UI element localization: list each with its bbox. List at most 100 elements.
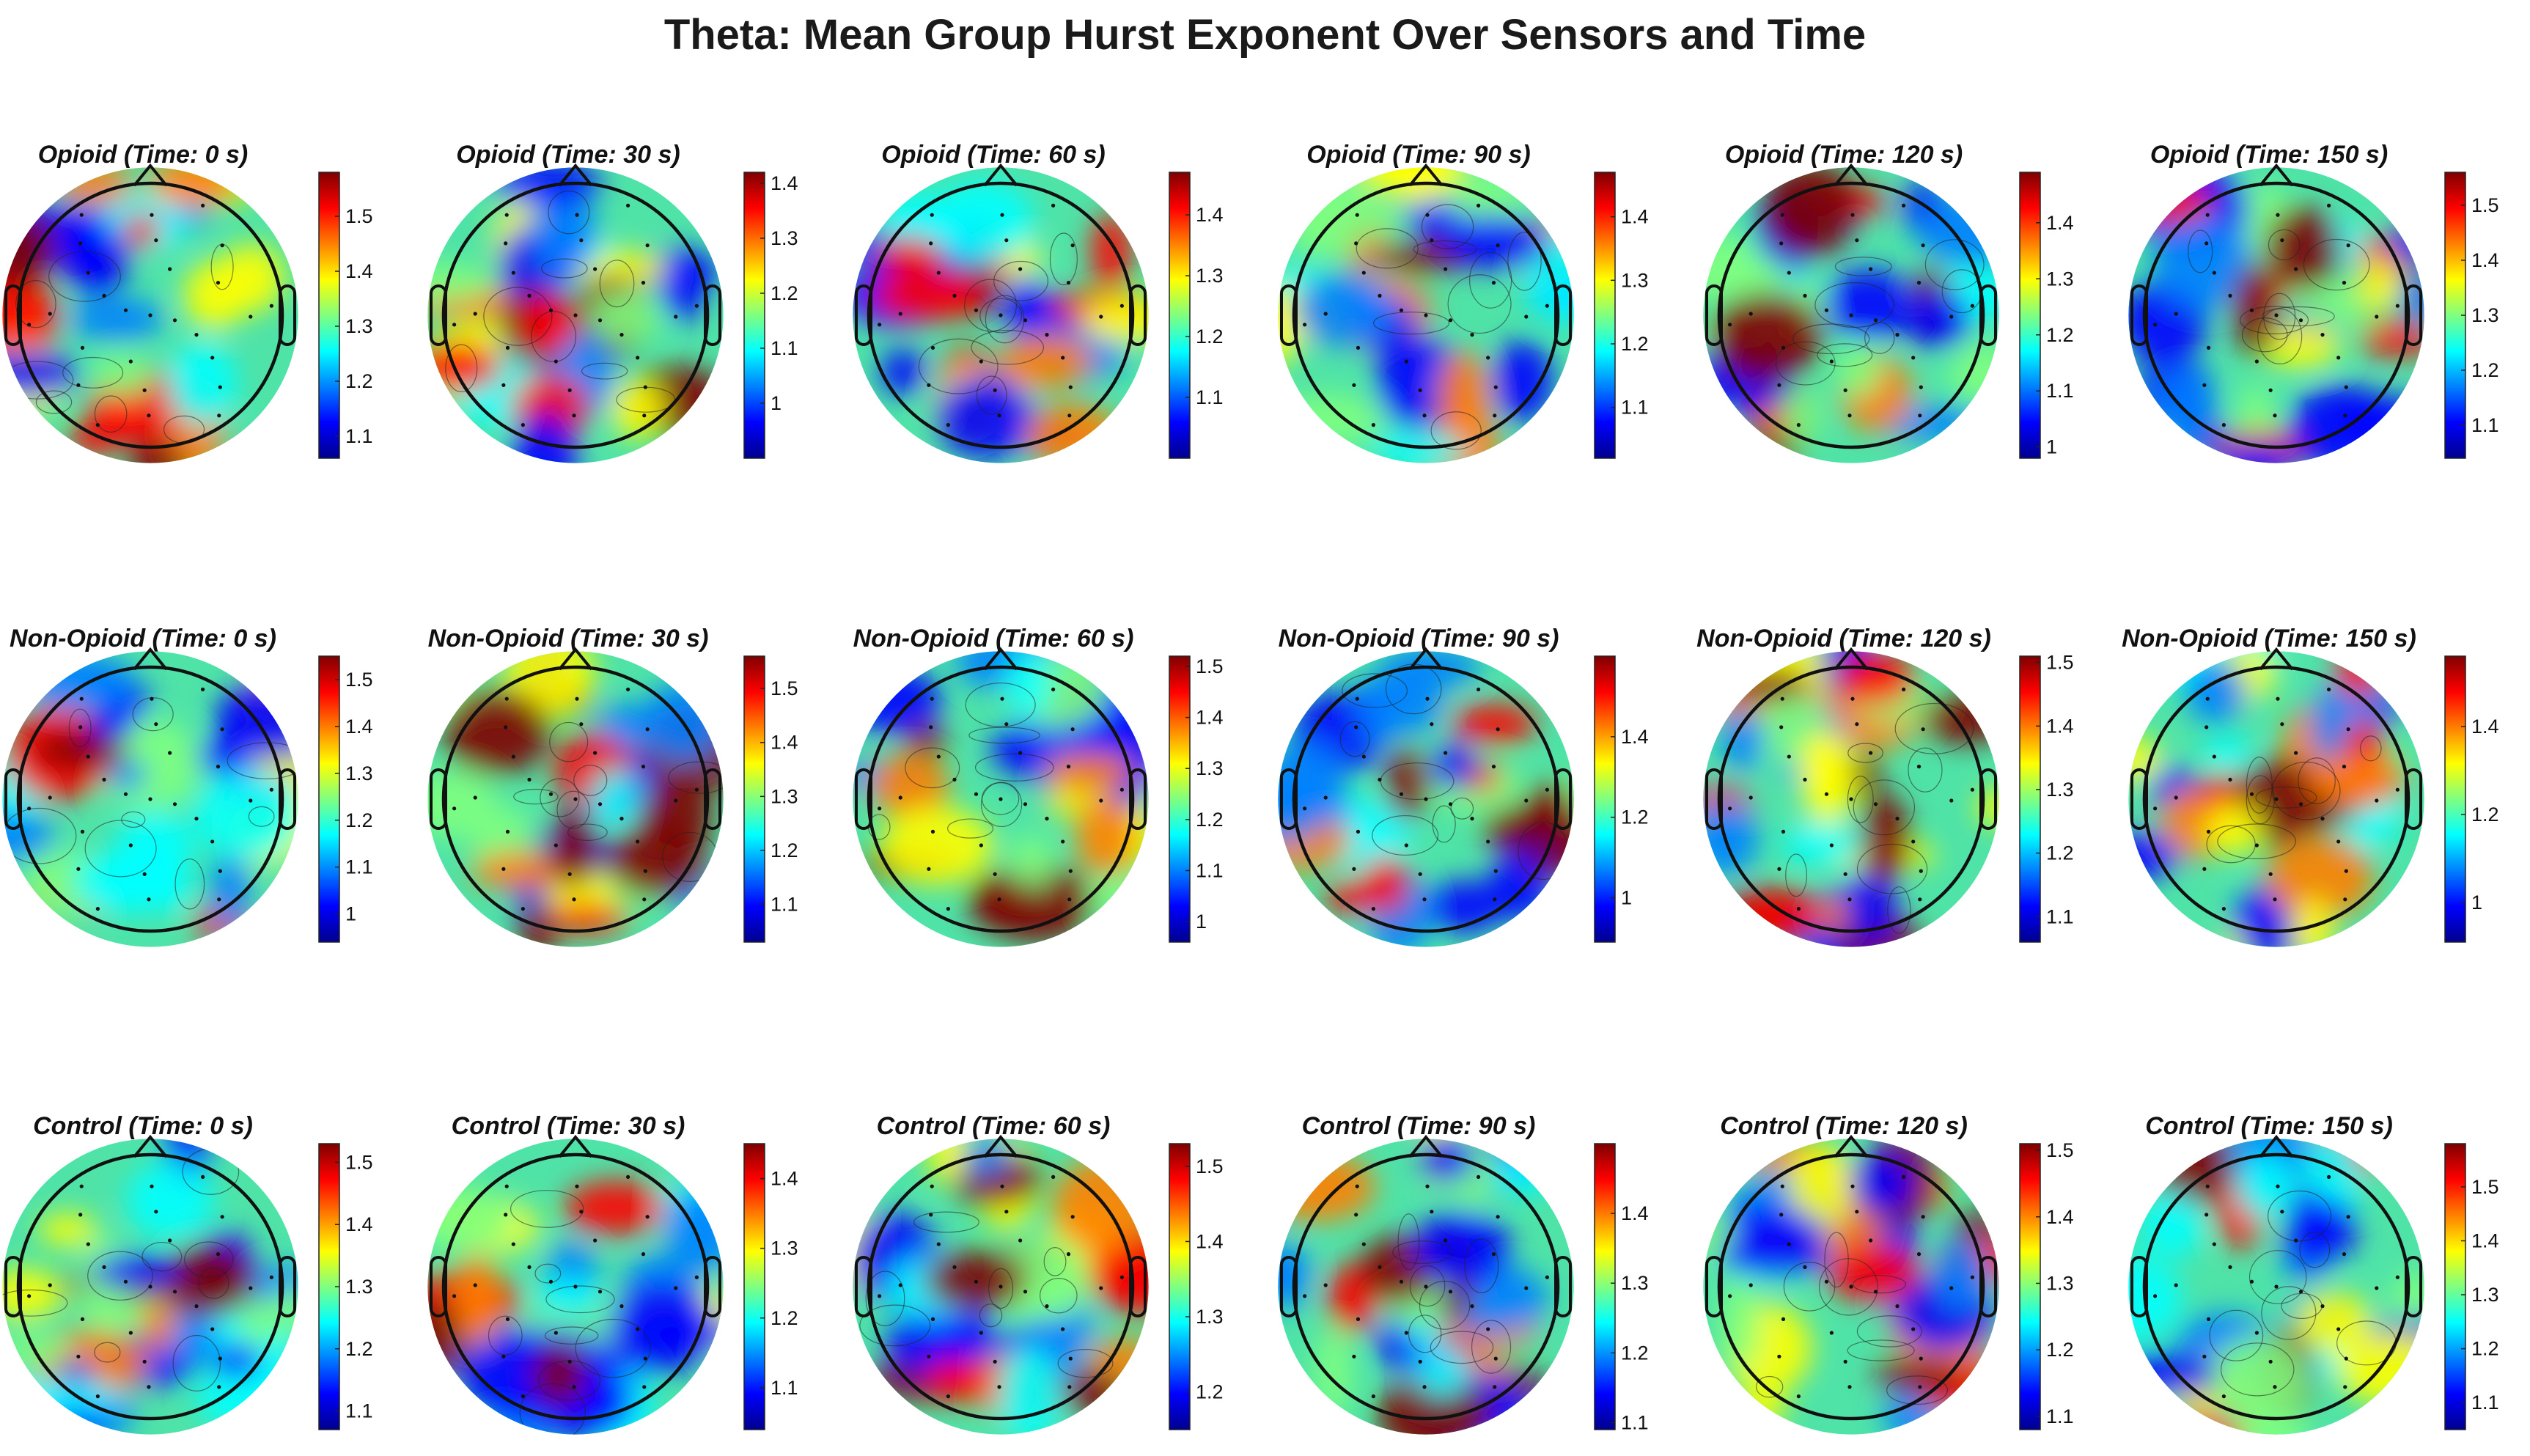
- colorbar-tick-label: 1.3: [345, 762, 373, 784]
- electrode-markers: [452, 1174, 699, 1399]
- panel-title: Non-Opioid (Time: 0 s): [10, 625, 276, 652]
- colorbar: 1.1 1.2 1.3 1.4: [1594, 172, 1649, 459]
- colorbar-tick-label: 1.3: [771, 227, 798, 249]
- colorbar-tick-label: 1.4: [2471, 716, 2499, 738]
- topomap-panel-1-0: Non-Opioid (Time: 0 s) 1 1.1 1.2 1.3 1.4 1.5: [2, 625, 373, 947]
- colorbar-tick-label: 1.5: [1196, 1155, 1224, 1177]
- colorbar: 1.2 1.3 1.4 1.5: [1169, 1143, 1224, 1430]
- panel-title: Opioid (Time: 60 s): [881, 141, 1105, 169]
- colorbar-tick-label: 1.5: [2046, 652, 2074, 674]
- colorbar-tick-label: 1.1: [2046, 905, 2074, 927]
- colorbar: 1 1.1 1.2 1.3 1.4: [2019, 172, 2074, 459]
- colorbar-tick-label: 1.3: [2471, 1284, 2499, 1306]
- colorbar-tick-label: 1: [1621, 887, 1632, 909]
- topomap-panel-2-2: Control (Time: 60 s) 1.2 1.3 1.4 1.5: [853, 1112, 1224, 1435]
- colorbar: 1.1 1.2 1.3 1.4 1.5: [2444, 172, 2499, 459]
- head-outline: [1705, 1134, 1997, 1421]
- head-outline: [4, 1134, 296, 1421]
- panel-title: Control (Time: 0 s): [33, 1112, 253, 1140]
- electrode-markers: [878, 203, 1124, 427]
- colorbar-tick-label: 1.2: [345, 370, 373, 392]
- topomap-panel-0-0: Opioid (Time: 0 s) 1.1 1.2 1.3 1.4 1.5: [2, 141, 373, 463]
- topomap-surface: [427, 651, 724, 947]
- electrode-markers: [452, 687, 699, 911]
- panel-title: Non-Opioid (Time: 90 s): [1279, 625, 1559, 652]
- colorbar-tick-label: 1.4: [1196, 204, 1224, 226]
- colorbar-tick-label: 1: [2046, 436, 2057, 458]
- colorbar: 1 1.1 1.2 1.3 1.4: [743, 172, 798, 459]
- colorbar-tick-label: 1.2: [1196, 809, 1224, 831]
- head-outline: [855, 163, 1147, 449]
- colorbar-tick-label: 1.4: [2046, 715, 2074, 737]
- colorbar-tick-label: 1: [345, 903, 356, 925]
- colorbar-tick-label: 1.2: [2046, 1339, 2074, 1361]
- colorbar: 1.1 1.2 1.3 1.4: [743, 1143, 798, 1430]
- colorbar-tick-label: 1.3: [2046, 1272, 2074, 1294]
- colorbar-tick-label: 1.4: [345, 260, 373, 282]
- topomap-surface: [2128, 1139, 2424, 1435]
- colorbar-tick-label: 1.4: [771, 1168, 798, 1190]
- electrode-markers: [27, 1174, 273, 1399]
- panel-title: Non-Opioid (Time: 60 s): [853, 625, 1134, 652]
- topomap-surface: [2, 651, 298, 947]
- electrode-markers: [2153, 1174, 2400, 1399]
- topomap-panel-0-1: Opioid (Time: 30 s) 1 1.1 1.2 1.3 1.4: [427, 141, 798, 463]
- topomap-panel-1-3: Non-Opioid (Time: 90 s) 1 1.2 1.4: [1278, 625, 1649, 947]
- panel-title: Opioid (Time: 30 s): [456, 141, 680, 169]
- electrode-markers: [1303, 687, 1549, 911]
- colorbar: 1.1 1.2 1.3 1.4 1.5: [318, 172, 373, 459]
- colorbar-tick-label: 1.4: [771, 732, 798, 754]
- colorbar: 1.1 1.2 1.3 1.4: [1594, 1143, 1649, 1433]
- panel-title: Control (Time: 30 s): [452, 1112, 685, 1140]
- colorbar-tick-label: 1.2: [1621, 333, 1649, 355]
- colorbar-tick-label: 1.1: [2046, 1405, 2074, 1427]
- colorbar-tick-label: 1.4: [771, 172, 798, 194]
- electrode-markers: [452, 203, 699, 427]
- panel-title: Control (Time: 60 s): [877, 1112, 1111, 1140]
- colorbar-tick-label: 1.4: [2046, 212, 2074, 234]
- topomap-surface: [1278, 1139, 1574, 1435]
- colorbar-tick-label: 1.1: [2471, 414, 2499, 436]
- colorbar-tick-label: 1.1: [345, 425, 373, 447]
- topomap-surface: [2, 167, 298, 463]
- electrode-markers: [2153, 203, 2400, 427]
- colorbar-tick-label: 1.3: [1621, 269, 1649, 291]
- colorbar-tick-label: 1.4: [2046, 1206, 2074, 1228]
- electrode-markers: [878, 687, 1124, 911]
- head-outline: [2130, 1134, 2422, 1421]
- panel-title: Non-Opioid (Time: 120 s): [1696, 625, 1991, 652]
- topomap-surface: [427, 167, 724, 463]
- colorbar-tick-label: 1.5: [345, 205, 373, 227]
- colorbar-tick-label: 1.4: [345, 716, 373, 738]
- colorbar: 1 1.1 1.2 1.3 1.4 1.5: [1169, 655, 1224, 943]
- topomap-panel-2-5: Control (Time: 150 s) 1.1 1.2 1.3 1.4 1.5: [2128, 1112, 2499, 1435]
- electrode-markers: [1728, 1174, 1974, 1399]
- topomap-surface: [853, 167, 1149, 463]
- colorbar: 1 1.2 1.4: [1594, 655, 1649, 943]
- colorbar: 1.1 1.2 1.3 1.4 1.5: [318, 1143, 373, 1430]
- colorbar-tick-label: 1.3: [771, 785, 798, 807]
- head-outline: [2130, 163, 2422, 449]
- electrode-markers: [27, 687, 273, 911]
- topomap-panel-2-0: Control (Time: 0 s) 1.1 1.2 1.3 1.4 1.5: [2, 1112, 373, 1435]
- topomap-panel-1-5: Non-Opioid (Time: 150 s) 1 1.2 1.4: [2122, 625, 2499, 947]
- head-outline: [2130, 647, 2422, 933]
- colorbar-tick-label: 1.2: [771, 839, 798, 861]
- colorbar-tick-label: 1.4: [345, 1213, 373, 1235]
- colorbar-tick-label: 1.1: [345, 856, 373, 878]
- colorbar-tick-label: 1: [2471, 891, 2482, 913]
- colorbar-tick-label: 1.3: [2471, 304, 2499, 326]
- colorbar-tick-label: 1: [1196, 911, 1207, 933]
- colorbar-tick-label: 1.2: [1621, 1342, 1649, 1364]
- colorbar-tick-label: 1.5: [2046, 1139, 2074, 1161]
- colorbar-tick-label: 1.4: [1621, 1202, 1649, 1224]
- colorbar-tick-label: 1.4: [1621, 206, 1649, 228]
- colorbar-tick-label: 1.3: [1196, 1306, 1224, 1328]
- electrode-markers: [878, 1174, 1124, 1399]
- colorbar-tick-label: 1.4: [1196, 707, 1224, 729]
- colorbar-tick-label: 1.3: [771, 1238, 798, 1260]
- colorbar-tick-label: 1.3: [345, 1276, 373, 1298]
- head-outline: [1705, 647, 1997, 933]
- head-outline: [1280, 1134, 1572, 1421]
- panel-title: Opioid (Time: 0 s): [38, 141, 249, 169]
